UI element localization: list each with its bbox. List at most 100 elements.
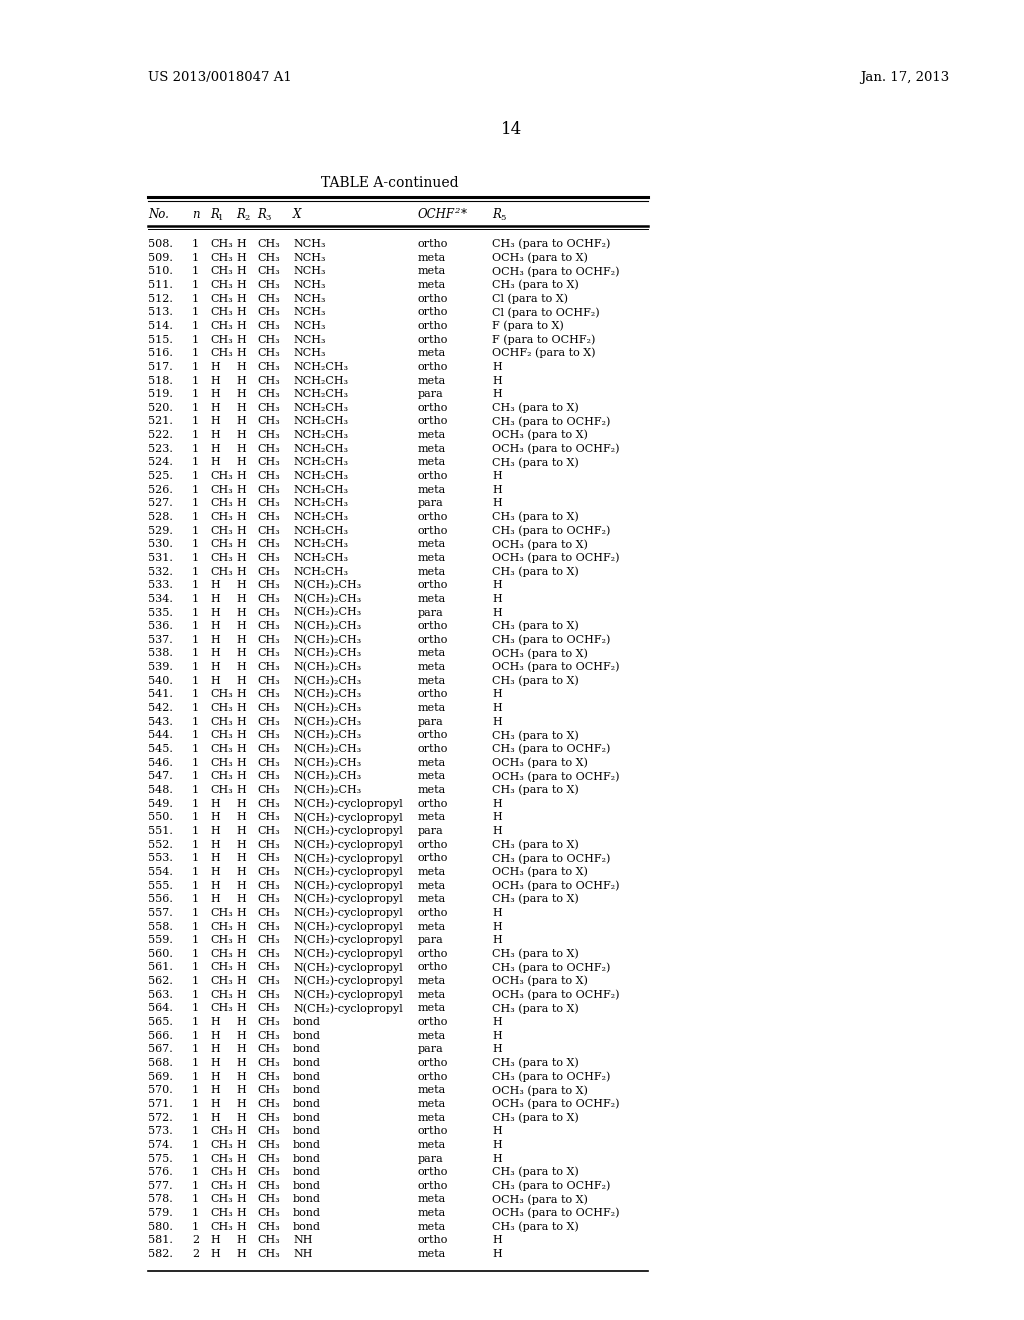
Text: meta: meta bbox=[418, 1113, 446, 1122]
Text: 566.: 566. bbox=[148, 1031, 173, 1040]
Text: N(CH₂)₂CH₃: N(CH₂)₂CH₃ bbox=[293, 704, 361, 713]
Text: US 2013/0018047 A1: US 2013/0018047 A1 bbox=[148, 70, 292, 83]
Text: H: H bbox=[236, 730, 246, 741]
Text: OCH₃ (para to OCHF₂): OCH₃ (para to OCHF₂) bbox=[492, 267, 620, 277]
Text: H: H bbox=[236, 826, 246, 836]
Text: NCH₃: NCH₃ bbox=[293, 267, 326, 276]
Text: CH₃: CH₃ bbox=[257, 321, 280, 331]
Text: CH₃: CH₃ bbox=[257, 785, 280, 795]
Text: 559.: 559. bbox=[148, 935, 173, 945]
Text: 511.: 511. bbox=[148, 280, 173, 290]
Text: 1: 1 bbox=[193, 267, 199, 276]
Text: H: H bbox=[236, 1236, 246, 1246]
Text: 540.: 540. bbox=[148, 676, 173, 686]
Text: CH₃ (para to X): CH₃ (para to X) bbox=[492, 1167, 579, 1177]
Text: OCHF₂ (para to X): OCHF₂ (para to X) bbox=[492, 348, 596, 359]
Text: bond: bond bbox=[293, 1208, 321, 1218]
Text: ortho: ortho bbox=[418, 403, 449, 413]
Text: CH₃: CH₃ bbox=[210, 1140, 232, 1150]
Text: ortho: ortho bbox=[418, 1059, 449, 1068]
Text: 578.: 578. bbox=[148, 1195, 173, 1204]
Text: H: H bbox=[236, 1072, 246, 1081]
Text: 547.: 547. bbox=[148, 771, 173, 781]
Text: H: H bbox=[210, 416, 220, 426]
Text: 556.: 556. bbox=[148, 894, 173, 904]
Text: 2: 2 bbox=[244, 214, 249, 222]
Text: H: H bbox=[236, 1016, 246, 1027]
Text: H: H bbox=[236, 799, 246, 809]
Text: 5: 5 bbox=[500, 214, 506, 222]
Text: CH₃: CH₃ bbox=[210, 471, 232, 480]
Text: H: H bbox=[236, 416, 246, 426]
Text: 1: 1 bbox=[193, 471, 199, 480]
Text: CH₃: CH₃ bbox=[257, 267, 280, 276]
Text: H: H bbox=[492, 1031, 502, 1040]
Text: 550.: 550. bbox=[148, 812, 173, 822]
Text: CH₃ (para to OCHF₂): CH₃ (para to OCHF₂) bbox=[492, 635, 610, 645]
Text: para: para bbox=[418, 935, 443, 945]
Text: CH₃: CH₃ bbox=[257, 921, 280, 932]
Text: H: H bbox=[236, 622, 246, 631]
Text: bond: bond bbox=[293, 1140, 321, 1150]
Text: CH₃: CH₃ bbox=[257, 280, 280, 290]
Text: H: H bbox=[236, 853, 246, 863]
Text: 1: 1 bbox=[193, 1181, 199, 1191]
Text: CH₃ (para to X): CH₃ (para to X) bbox=[492, 1057, 579, 1068]
Text: H: H bbox=[492, 826, 502, 836]
Text: H: H bbox=[236, 525, 246, 536]
Text: CH₃: CH₃ bbox=[257, 975, 280, 986]
Text: CH₃: CH₃ bbox=[210, 744, 232, 754]
Text: R: R bbox=[210, 207, 219, 220]
Text: bond: bond bbox=[293, 1167, 321, 1177]
Text: 1: 1 bbox=[193, 553, 199, 562]
Text: H: H bbox=[492, 1140, 502, 1150]
Text: H: H bbox=[236, 321, 246, 331]
Text: N(CH₂)-cyclopropyl: N(CH₂)-cyclopropyl bbox=[293, 1003, 402, 1014]
Text: H: H bbox=[492, 375, 502, 385]
Text: CH₃ (para to X): CH₃ (para to X) bbox=[492, 280, 579, 290]
Text: CH₃: CH₃ bbox=[257, 607, 280, 618]
Text: H: H bbox=[492, 1236, 502, 1246]
Text: CH₃ (para to OCHF₂): CH₃ (para to OCHF₂) bbox=[492, 416, 610, 426]
Text: 1: 1 bbox=[193, 771, 199, 781]
Text: H: H bbox=[492, 484, 502, 495]
Text: OCH₃ (para to X): OCH₃ (para to X) bbox=[492, 1085, 588, 1096]
Text: 1: 1 bbox=[193, 730, 199, 741]
Text: CH₃: CH₃ bbox=[210, 717, 232, 727]
Text: meta: meta bbox=[418, 280, 446, 290]
Text: CH₃: CH₃ bbox=[257, 853, 280, 863]
Text: N(CH₂)-cyclopropyl: N(CH₂)-cyclopropyl bbox=[293, 880, 402, 891]
Text: 529.: 529. bbox=[148, 525, 173, 536]
Text: NCH₃: NCH₃ bbox=[293, 308, 326, 317]
Text: H: H bbox=[210, 581, 220, 590]
Text: ortho: ortho bbox=[418, 689, 449, 700]
Text: meta: meta bbox=[418, 975, 446, 986]
Text: OCH₃ (para to OCHF₂): OCH₃ (para to OCHF₂) bbox=[492, 661, 620, 672]
Text: NCH₂CH₃: NCH₂CH₃ bbox=[293, 416, 348, 426]
Text: H: H bbox=[236, 607, 246, 618]
Text: R: R bbox=[257, 207, 266, 220]
Text: H: H bbox=[236, 252, 246, 263]
Text: 1: 1 bbox=[193, 1154, 199, 1163]
Text: 1: 1 bbox=[193, 607, 199, 618]
Text: ortho: ortho bbox=[418, 1126, 449, 1137]
Text: CH₃: CH₃ bbox=[257, 935, 280, 945]
Text: bond: bond bbox=[293, 1126, 321, 1137]
Text: CH₃: CH₃ bbox=[257, 430, 280, 440]
Text: CH₃: CH₃ bbox=[257, 362, 280, 372]
Text: H: H bbox=[210, 444, 220, 454]
Text: CH₃: CH₃ bbox=[257, 1154, 280, 1163]
Text: 525.: 525. bbox=[148, 471, 173, 480]
Text: meta: meta bbox=[418, 594, 446, 605]
Text: CH₃ (para to X): CH₃ (para to X) bbox=[492, 566, 579, 577]
Text: N(CH₂)₂CH₃: N(CH₂)₂CH₃ bbox=[293, 620, 361, 631]
Text: meta: meta bbox=[418, 785, 446, 795]
Text: 1: 1 bbox=[193, 975, 199, 986]
Text: CH₃: CH₃ bbox=[210, 267, 232, 276]
Text: bond: bond bbox=[293, 1059, 321, 1068]
Text: H: H bbox=[236, 1003, 246, 1014]
Text: 564.: 564. bbox=[148, 1003, 173, 1014]
Text: H: H bbox=[210, 648, 220, 659]
Text: CH₃: CH₃ bbox=[210, 252, 232, 263]
Text: H: H bbox=[236, 553, 246, 562]
